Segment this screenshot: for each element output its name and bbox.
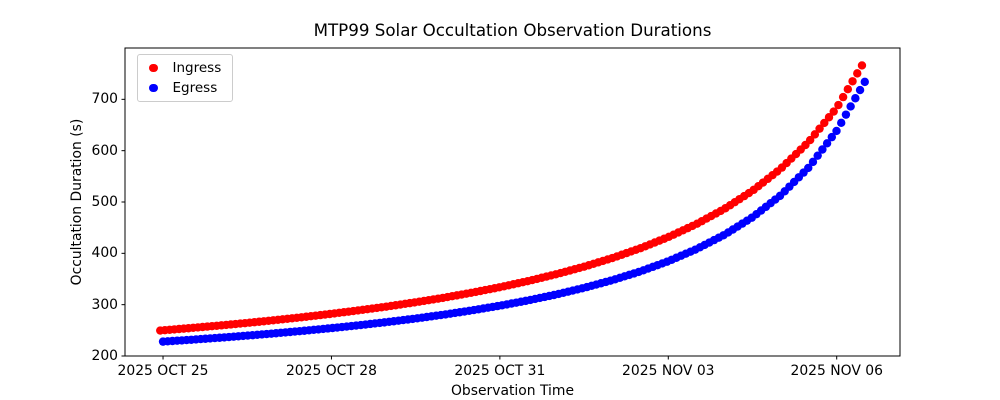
y-tick-label: 600	[91, 142, 118, 159]
y-tick-label: 500	[91, 194, 118, 210]
ingress-points	[156, 61, 867, 335]
data-point	[822, 139, 832, 148]
data-point	[820, 118, 829, 128]
data-point	[805, 135, 815, 145]
data-point	[857, 61, 867, 70]
legend-item-ingress: Ingress	[138, 58, 232, 78]
egress-points	[158, 77, 869, 346]
data-point	[853, 69, 862, 78]
x-tick-label: 2025 OCT 31	[454, 363, 546, 379]
data-point	[848, 77, 857, 86]
data-point	[804, 163, 813, 173]
data-point	[837, 118, 846, 128]
data-point	[827, 132, 837, 142]
x-tick-label: 2025 NOV 06	[790, 363, 883, 379]
y-tick-label: 300	[91, 296, 118, 313]
ingress-marker-dot	[149, 63, 158, 73]
legend-label-ingress: Ingress	[172, 60, 222, 76]
data-point	[829, 107, 838, 116]
x-tick-label: 2025 OCT 28	[285, 363, 377, 379]
data-point	[846, 102, 855, 111]
data-point	[851, 94, 860, 103]
legend-label-egress: Egress	[172, 80, 218, 96]
data-point	[815, 124, 824, 133]
tick-marks	[121, 98, 838, 360]
data-point	[818, 145, 827, 154]
chart-title: MTP99 Solar Occultation Observation Dura…	[313, 20, 712, 40]
data-point	[838, 92, 848, 102]
data-point	[813, 151, 822, 160]
data-point	[860, 77, 869, 87]
x-axis-label: Observation Time	[451, 383, 574, 399]
egress-marker-dot	[149, 83, 158, 93]
y-tick-label: 700	[91, 91, 118, 108]
axes-frame	[124, 47, 901, 357]
data-point	[810, 130, 820, 139]
data-point	[834, 100, 843, 110]
x-tick-label: 2025 NOV 03	[622, 363, 715, 379]
legend-item-egress: Egress	[138, 78, 232, 98]
y-tick-label: 400	[91, 245, 118, 262]
legend: Ingress Egress	[137, 54, 233, 102]
data-point	[843, 85, 853, 94]
x-tick-label: 2025 OCT 25	[117, 363, 209, 379]
data-point	[855, 85, 865, 95]
data-point	[832, 126, 841, 136]
data-point	[824, 113, 834, 122]
y-tick-label: 200	[91, 348, 118, 364]
data-point	[841, 110, 851, 119]
data-point	[808, 157, 818, 167]
